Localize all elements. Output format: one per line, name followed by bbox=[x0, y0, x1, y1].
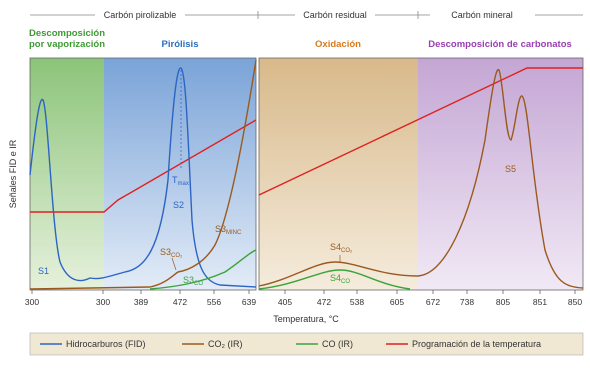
label-base: S3 bbox=[215, 224, 226, 234]
panel-frame bbox=[258, 57, 584, 291]
zone-bg bbox=[30, 58, 104, 290]
zone-label: Descomposición bbox=[29, 28, 105, 39]
temperature-curve bbox=[258, 67, 583, 196]
x-tick-label: 738 bbox=[460, 297, 474, 307]
label-base: S1 bbox=[38, 266, 49, 276]
fid-curve bbox=[29, 67, 257, 288]
x-tick-label: 639 bbox=[242, 297, 256, 307]
label-sub: max bbox=[178, 181, 189, 187]
label-sub: CO₂ bbox=[171, 253, 183, 259]
peak-label: S2 bbox=[173, 200, 184, 210]
co-curve bbox=[149, 249, 257, 290]
legend-label: CO (IR) bbox=[322, 339, 353, 349]
label-sub: CO bbox=[341, 279, 350, 285]
label-base: S2 bbox=[173, 200, 184, 210]
co2-curve bbox=[258, 69, 584, 289]
peak-label: S3MINC bbox=[215, 224, 242, 236]
x-tick-label: 605 bbox=[390, 297, 404, 307]
label-sub: CO₂ bbox=[341, 248, 353, 254]
zone-label: Pirólisis bbox=[162, 39, 199, 50]
co2-curve bbox=[29, 59, 257, 290]
header bbox=[30, 11, 583, 19]
section-label: Carbón residual bbox=[303, 10, 367, 20]
curves bbox=[29, 59, 584, 290]
x-axis-label: Temperatura, °C bbox=[273, 314, 339, 324]
zone-bg bbox=[259, 58, 418, 290]
peak-label: S5 bbox=[505, 164, 516, 174]
peak-label: S4CO bbox=[330, 273, 350, 285]
co-curve bbox=[258, 269, 411, 290]
zone-label: Descomposición de carbonatos bbox=[428, 39, 572, 50]
label-sub: MINC bbox=[226, 230, 242, 236]
section-label: Carbón mineral bbox=[451, 10, 513, 20]
x-tick-label: 556 bbox=[207, 297, 221, 307]
zone-bg bbox=[104, 58, 256, 290]
x-tick-label: 472 bbox=[317, 297, 331, 307]
label-base: S5 bbox=[505, 164, 516, 174]
zone-bg bbox=[418, 58, 583, 290]
x-tick-label: 672 bbox=[426, 297, 440, 307]
x-tick-label: 472 bbox=[173, 297, 187, 307]
peak-label: S3CO bbox=[183, 275, 203, 287]
label-base: T bbox=[172, 175, 178, 185]
peak-label: S1 bbox=[38, 266, 49, 276]
label-base: S4 bbox=[330, 273, 341, 283]
x-tick-label: 805 bbox=[496, 297, 510, 307]
y-axis-label: Señales FID e IR bbox=[8, 139, 18, 208]
section-label: Carbón pirolizable bbox=[104, 10, 177, 20]
x-tick-label: 389 bbox=[134, 297, 148, 307]
x-tick-label: 405 bbox=[278, 297, 292, 307]
label-base: S4 bbox=[330, 242, 341, 252]
temperature-curve bbox=[30, 119, 257, 213]
label-leader bbox=[171, 257, 177, 271]
legend-label: CO₂ (IR) bbox=[208, 339, 243, 349]
label-sub: CO bbox=[194, 281, 203, 287]
x-tick-label: 850 bbox=[568, 297, 582, 307]
label-base: S3 bbox=[160, 247, 171, 257]
zone-label: Oxidación bbox=[315, 39, 361, 50]
x-tick-label: 300 bbox=[25, 297, 39, 307]
x-axis: 300 300 389 472 556 639 405 472 538 605 672 738 805 8… bbox=[25, 290, 582, 307]
legend-label: Programación de la temperatura bbox=[412, 339, 541, 349]
peak-label: Tmax bbox=[172, 175, 189, 187]
zone-label: por vaporización bbox=[29, 39, 105, 50]
x-tick-label: 300 bbox=[96, 297, 110, 307]
x-tick-label: 851 bbox=[533, 297, 547, 307]
peak-label: S4CO₂ bbox=[330, 242, 353, 254]
peak-label: S3CO₂ bbox=[160, 247, 183, 259]
x-tick-label: 538 bbox=[350, 297, 364, 307]
label-base: S3 bbox=[183, 275, 194, 285]
legend-label: Hidrocarburos (FID) bbox=[66, 339, 146, 349]
